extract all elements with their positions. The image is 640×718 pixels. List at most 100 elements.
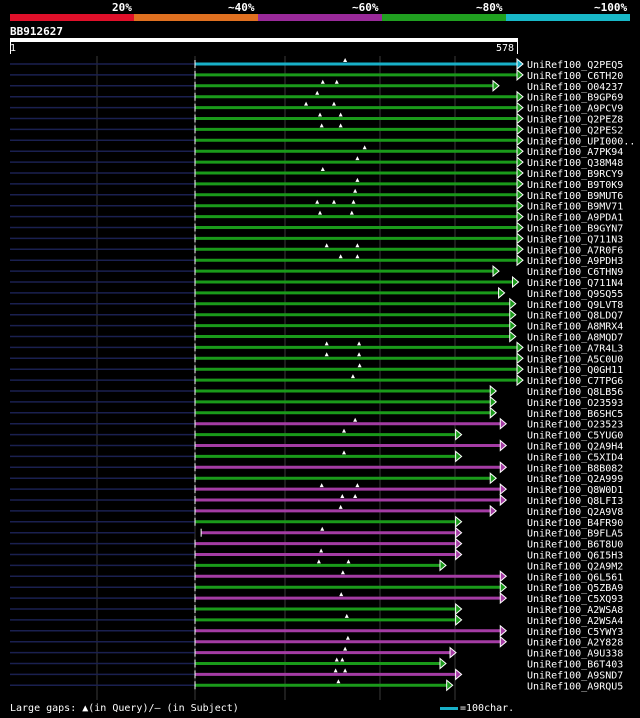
- query-end-tick: [517, 42, 518, 54]
- hit-name: UniRef100_A9PCV9: [527, 104, 623, 115]
- hit-end-arrow: [516, 57, 524, 71]
- hit-end-arrow: [516, 363, 524, 376]
- hit-end-arrow: [516, 341, 524, 354]
- gap-marker: [320, 526, 325, 531]
- hit-name: UniRef100_Q0GH11: [527, 365, 623, 376]
- hit-name: UniRef100_Q38M48: [527, 158, 623, 169]
- hit-name: UniRef100_Q8LFI3: [527, 496, 623, 507]
- gap-marker: [334, 79, 339, 84]
- gap-marker: [357, 363, 362, 368]
- gap-marker: [338, 504, 343, 509]
- hit-name: UniRef100_B6T8U0: [527, 540, 623, 551]
- hit-end-arrow: [489, 395, 497, 408]
- gap-marker: [304, 101, 309, 106]
- hit-end-arrow: [499, 581, 508, 594]
- gap-marker: [343, 646, 348, 651]
- gap-marker: [324, 352, 329, 357]
- gap-marker: [343, 668, 348, 673]
- hit-end-arrow: [455, 602, 463, 616]
- hit-name: UniRef100_Q8LB56: [527, 387, 623, 398]
- hit-name: UniRef100_C6THN9: [527, 267, 623, 278]
- legend-gaps-text: Large gaps: ▲(in Query)/– (in Subject): [10, 703, 239, 714]
- hit-end-arrow: [516, 374, 524, 387]
- hit-end-arrow: [516, 210, 524, 223]
- hit-name: UniRef100_A9PDA1: [527, 213, 623, 224]
- hit-end-arrow: [492, 265, 500, 278]
- gap-marker: [338, 123, 343, 128]
- gap-marker: [342, 428, 347, 433]
- hit-end-arrow: [499, 483, 508, 496]
- hit-end-arrow: [499, 570, 508, 583]
- hit-end-arrow: [516, 188, 524, 201]
- hit-end-arrow: [455, 450, 463, 463]
- hit-name: UniRef100_O23523: [527, 420, 623, 431]
- hit-end-arrow: [455, 668, 463, 681]
- query-end: 578: [496, 43, 515, 54]
- query-start: 1: [10, 43, 17, 54]
- hit-end-arrow: [516, 166, 524, 180]
- hit-name: UniRef100_B9T0K9: [527, 180, 623, 191]
- hit-name: UniRef100_Q6L561: [527, 572, 623, 583]
- hit-name: UniRef100_A7R0F6: [527, 245, 623, 256]
- gap-marker: [339, 592, 344, 597]
- hit-end-arrow: [499, 635, 508, 648]
- hit-name: UniRef100_O04237: [527, 82, 623, 93]
- hit-name: UniRef100_C5YUG0: [527, 431, 623, 442]
- gap-marker: [331, 199, 336, 204]
- hit-name: UniRef100_Q2PEQ5: [527, 60, 623, 71]
- hit-name: UniRef100_B9MUT6: [527, 191, 623, 202]
- hit-name: UniRef100_A8MRX4: [527, 322, 623, 333]
- hit-end-arrow: [516, 68, 524, 81]
- gap-marker: [315, 199, 320, 204]
- hit-name: UniRef100_A7R4L3: [527, 343, 623, 354]
- hit-name: UniRef100_A9RQU5: [527, 681, 623, 692]
- hit-name: UniRef100_C7TPG6: [527, 376, 623, 387]
- hit-name: UniRef100_C5XQ93: [527, 594, 623, 605]
- hit-end-arrow: [516, 243, 524, 256]
- hit-name: UniRef100_B8B082: [527, 463, 623, 474]
- query-bar: [10, 38, 518, 42]
- hit-end-arrow: [516, 156, 524, 169]
- query-start-tick: [10, 42, 11, 54]
- scale-band-80: [382, 14, 506, 21]
- hit-end-arrow: [492, 79, 500, 92]
- query-name: BB912627: [10, 25, 63, 38]
- hit-end-arrow: [499, 417, 508, 430]
- gap-marker: [355, 254, 360, 259]
- hit-end-arrow: [516, 101, 524, 114]
- legend-scale-text: =100char.: [460, 703, 515, 714]
- scale-label-80: ~80%: [476, 1, 503, 14]
- hit-name: UniRef100_C6TH20: [527, 71, 623, 82]
- gap-marker: [316, 559, 321, 564]
- hit-end-arrow: [516, 254, 524, 267]
- hit-end-arrow: [516, 90, 524, 103]
- hit-end-arrow: [455, 526, 463, 539]
- hit-name: UniRef100_B6SHC5: [527, 409, 623, 420]
- hit-end-arrow: [446, 679, 454, 692]
- hit-name: UniRef100_Q711N4: [527, 278, 623, 289]
- hit-end-arrow: [439, 559, 447, 572]
- hit-name: UniRef100_B9GYN7: [527, 224, 623, 235]
- gap-marker: [355, 483, 360, 488]
- alignment-plot: UniRef100_Q2PEQ5UniRef100_C6TH20UniRef10…: [10, 56, 635, 700]
- hit-end-arrow: [455, 548, 463, 561]
- hit-end-arrow: [449, 646, 457, 659]
- hit-name: UniRef100_A5C0U0: [527, 354, 623, 365]
- gap-marker: [355, 243, 360, 248]
- gap-marker: [324, 341, 329, 346]
- gap-marker: [350, 374, 355, 379]
- scale-label-100: ~100%: [594, 1, 628, 14]
- scale-label-60: ~60%: [352, 1, 379, 14]
- hit-end-arrow: [516, 134, 524, 147]
- hit-name: UniRef100_A9U338: [527, 649, 623, 660]
- hit-end-arrow: [489, 406, 497, 419]
- gap-marker: [319, 483, 324, 488]
- hit-end-arrow: [489, 472, 497, 485]
- hit-name: UniRef100_A9PDH3: [527, 256, 623, 267]
- gap-marker: [333, 668, 338, 673]
- hit-end-arrow: [512, 275, 520, 289]
- hit-name: UniRef100_C5YWY3: [527, 627, 623, 638]
- hit-name: UniRef100_Q2A9H4: [527, 442, 623, 453]
- hit-name: UniRef100_A2WSA8: [527, 605, 623, 616]
- identity-scale: 20% ~40% ~60% ~80% ~100%: [10, 0, 630, 22]
